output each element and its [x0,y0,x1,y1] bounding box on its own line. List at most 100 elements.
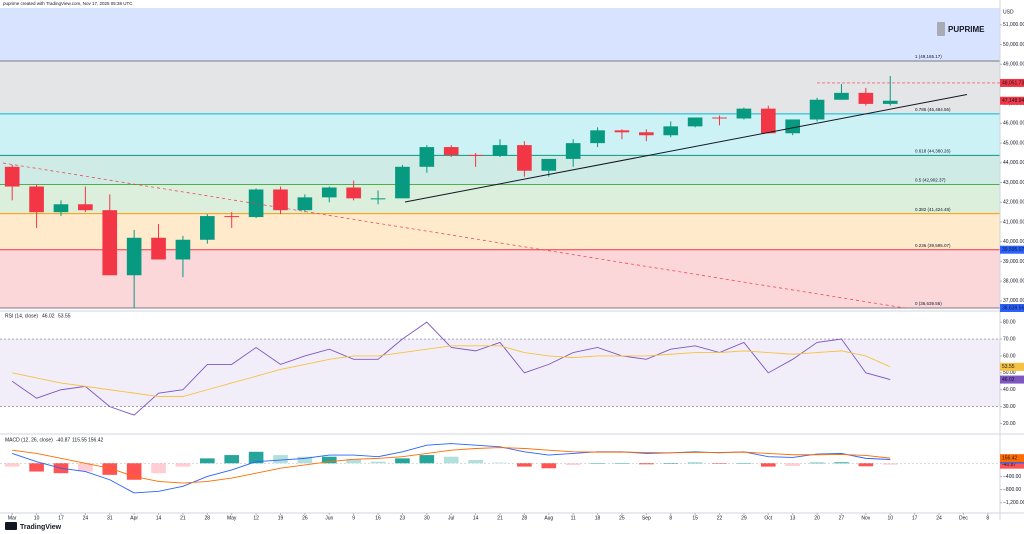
x-tick-label: 16 [375,515,381,521]
x-tick-label: 12 [253,515,259,521]
x-tick-label: 10 [887,515,893,521]
candle-body [639,132,654,136]
y-tick-label: 80.00 [1003,319,1016,325]
histogram-bar [419,455,435,464]
x-tick-label: 8 [986,515,989,521]
candle-body [663,126,679,136]
value-badge-label: 46.02 [1002,377,1015,383]
fib-zone [0,61,1000,114]
x-tick-label: 14 [156,515,162,521]
histogram-bar [517,463,532,467]
histogram-bar [882,463,898,465]
fib-zone-extension [0,8,1000,62]
x-tick-label: 10 [34,515,40,521]
histogram-bar [151,463,166,474]
candle-body [126,237,142,276]
brand: TradingView [20,524,62,531]
fib-zone [0,249,1000,308]
y-tick-label: 46,000.00 [1003,121,1024,127]
x-tick-label: Dec [959,515,968,521]
histogram-bar [102,463,118,475]
x-tick-label: Jul [448,515,454,521]
candle-body [321,187,337,198]
candle-body [468,154,483,156]
pane-title: RSI (14, close) [5,313,38,319]
x-tick-label: 8 [669,515,672,521]
candle-body [175,239,191,260]
price-badge [1000,96,1024,105]
histogram-bar [175,463,191,467]
y-tick-label: 39,000.00 [1003,259,1024,265]
candle-body [29,186,44,213]
y-tick-label: −800.00 [1003,487,1021,493]
candle-body [882,100,898,104]
histogram-bar [590,462,605,464]
x-tick-label: 21 [180,515,186,521]
series-line [12,443,891,494]
candle-body [395,166,410,199]
x-tick-label: Oct [764,515,772,521]
x-tick-label: 25 [619,515,625,521]
fib-level-label: 0.618 (44,380.26) [915,149,951,154]
brand-icon [5,522,17,530]
x-tick-label: 18 [595,515,601,521]
y-tick-label: 20.00 [1003,421,1016,427]
price-badge [1000,245,1024,254]
series-line [11,321,891,416]
candle-body [297,197,313,211]
x-tick-label: 17 [58,515,64,521]
candle-body [224,216,240,218]
x-tick-label: 21 [497,515,503,521]
fib-level-label: 1 (49,165.17) [915,54,942,59]
candle-body [151,237,166,260]
histogram-bar [760,463,776,467]
histogram-bar [370,461,386,464]
candle-body [102,210,118,276]
histogram-bar [541,463,557,469]
candle-body [785,119,800,134]
candle-body [4,166,20,187]
x-tick-label: 17 [912,515,918,521]
value-badge [1000,460,1024,469]
value-badge-label: -40.87 [1002,462,1016,468]
histogram-bar [321,456,337,464]
y-tick-label: 49,000.00 [1003,62,1024,68]
background-layer [0,8,1000,464]
y-tick-label: 37,000.00 [1003,298,1024,304]
candle-body [614,130,630,133]
histogram-bar [614,462,630,464]
y-tick-label: 70.00 [1003,336,1016,342]
candle-body [517,145,532,171]
fib-zone [0,155,1000,185]
y-tick-label: 45,000.00 [1003,140,1024,146]
x-tick-label: 14 [473,515,479,521]
y-tick-label: 43,000.00 [1003,180,1024,186]
series-line [12,447,891,484]
price-badge [1000,78,1024,87]
pane-value: 156.42 [88,437,104,443]
x-tick-label: 30 [424,515,430,521]
histogram-bar [834,462,849,464]
x-tick-label: 28 [205,515,211,521]
x-tick-label: Jun [325,515,333,521]
rsi-band [0,339,1000,407]
candle-body [687,117,703,127]
fib-zone [0,213,1000,250]
histogram-bar [565,463,581,465]
y-tick-label: 50.00 [1003,370,1016,376]
candle-body [443,147,459,155]
y-tick-label: −1,200.00 [1003,500,1024,506]
pane-value: -40.87 [56,437,70,443]
price-badge-label: 47,148.94 [1002,98,1024,104]
x-tick-label: 24 [936,515,942,521]
candle-body [590,130,605,144]
histogram-bar [443,456,459,464]
candle-body [53,204,69,213]
y-tick-label: 42,000.00 [1003,200,1024,206]
candle-body [78,204,93,211]
value-badge [1000,375,1024,384]
pane-title: MACD (12, 26, close) [5,437,53,443]
histogram-bar [687,462,703,464]
candle-body [248,189,264,218]
